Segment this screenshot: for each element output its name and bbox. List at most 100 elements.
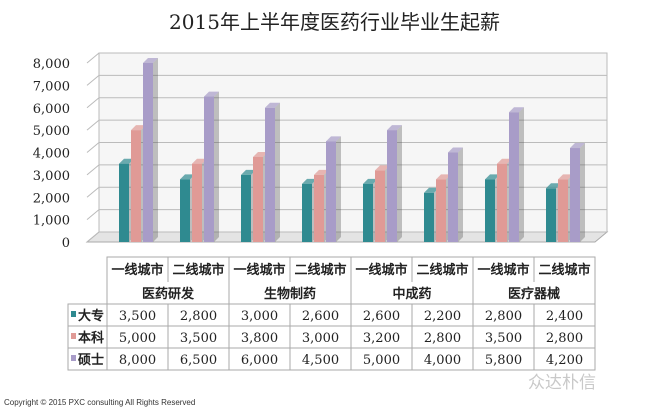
table-cell: 2,600 <box>363 309 400 324</box>
bar-硕士 <box>326 141 336 242</box>
bar-top <box>375 165 390 171</box>
y-tick-label: 5,000 <box>33 124 70 139</box>
table-cell: 6,000 <box>241 353 278 368</box>
category-label: 一线城市 <box>111 262 163 278</box>
table-cell: 3,000 <box>241 309 278 324</box>
legend-label: 硕士 <box>78 352 104 368</box>
bar-大专 <box>180 179 190 242</box>
gridline <box>86 164 607 176</box>
bar-side <box>397 125 402 242</box>
legend-key-本科 <box>71 333 76 339</box>
table-cell: 3,500 <box>485 331 522 346</box>
bar-top <box>509 107 524 113</box>
bar-side <box>153 58 158 242</box>
table-cell: 5,000 <box>119 331 156 346</box>
table-cell: 3,200 <box>363 331 400 346</box>
bar-top <box>131 125 146 131</box>
table-cell: 4,500 <box>302 353 339 368</box>
table-cell: 3,500 <box>119 309 156 324</box>
bar-本科 <box>253 156 263 242</box>
watermark: 众达朴信 <box>528 373 596 393</box>
table-cell: 2,800 <box>424 331 461 346</box>
bar-本科 <box>314 174 324 242</box>
bar-side <box>580 143 585 242</box>
bar-top <box>436 174 451 180</box>
bar-top <box>546 183 561 189</box>
table-cell: 3,500 <box>180 331 217 346</box>
bar-硕士 <box>387 130 397 242</box>
bar-top <box>119 158 134 164</box>
table-cell: 4,000 <box>424 353 461 368</box>
bar-top <box>558 174 573 180</box>
bar-硕士 <box>448 152 458 242</box>
gridline <box>86 52 607 64</box>
category-label: 二线城市 <box>538 262 590 278</box>
chart-title: 2015年上半年度医药行业毕业生起薪 <box>169 10 500 34</box>
table-cell: 5,000 <box>363 353 400 368</box>
bar-top <box>497 158 512 164</box>
bar-本科 <box>436 179 446 242</box>
bar-side <box>336 136 341 242</box>
table-cell: 2,200 <box>424 309 461 324</box>
bar-大专 <box>119 163 129 242</box>
bar-本科 <box>375 170 385 242</box>
bar-大专 <box>241 174 251 242</box>
gridline <box>86 142 607 153</box>
bar-本科 <box>558 179 568 242</box>
gridline <box>86 97 607 109</box>
bar-大专 <box>546 188 556 242</box>
legend-key-硕士 <box>71 355 76 361</box>
table-cell: 2,800 <box>180 309 217 324</box>
bar-top <box>143 58 158 63</box>
group-label: 医疗器械 <box>508 286 560 302</box>
bar-top <box>204 91 219 97</box>
bar-top <box>314 169 329 175</box>
y-tick-label: 0 <box>62 236 70 251</box>
bar-side <box>275 102 280 242</box>
bar-top <box>253 151 268 157</box>
table-cell: 3,800 <box>241 331 278 346</box>
bar-top <box>448 147 463 153</box>
category-label: 一线城市 <box>355 262 407 278</box>
legend-label: 大专 <box>78 308 104 324</box>
bar-top <box>180 174 195 180</box>
y-tick-label: 6,000 <box>33 102 70 117</box>
bar-大专 <box>485 179 495 242</box>
category-label: 二线城市 <box>172 262 224 278</box>
bar-本科 <box>131 130 141 242</box>
bar-本科 <box>192 163 202 242</box>
table-cell: 5,800 <box>485 353 522 368</box>
y-tick-label: 7,000 <box>33 79 70 94</box>
group-label: 医药研发 <box>142 286 195 302</box>
bar-side <box>214 91 219 242</box>
table-cell: 8,000 <box>119 353 156 368</box>
bar-top <box>326 136 341 142</box>
bar-硕士 <box>509 112 519 242</box>
y-tick-label: 2,000 <box>33 191 70 206</box>
gridline <box>86 119 607 131</box>
bar-本科 <box>497 163 507 242</box>
table-cell: 2,600 <box>302 309 339 324</box>
bar-top <box>302 178 317 184</box>
group-label: 生物制药 <box>264 286 316 302</box>
category-label: 一线城市 <box>233 262 285 278</box>
bar-side <box>519 107 524 242</box>
bar-硕士 <box>204 96 214 242</box>
bar-side <box>458 147 463 242</box>
legend-label: 本科 <box>78 330 104 346</box>
bar-大专 <box>302 183 312 242</box>
bar-大专 <box>424 192 434 242</box>
y-tick-label: 4,000 <box>33 147 70 162</box>
bar-硕士 <box>265 107 275 242</box>
table-cell: 3,000 <box>302 331 339 346</box>
table-cell: 4,200 <box>546 353 583 368</box>
category-label: 二线城市 <box>294 262 346 278</box>
table-cell: 2,800 <box>546 331 583 346</box>
table-cell: 2,400 <box>546 309 583 324</box>
bar-top <box>363 178 378 184</box>
y-tick-label: 8,000 <box>33 57 70 72</box>
group-label: 中成药 <box>392 286 431 302</box>
bar-top <box>241 169 256 175</box>
